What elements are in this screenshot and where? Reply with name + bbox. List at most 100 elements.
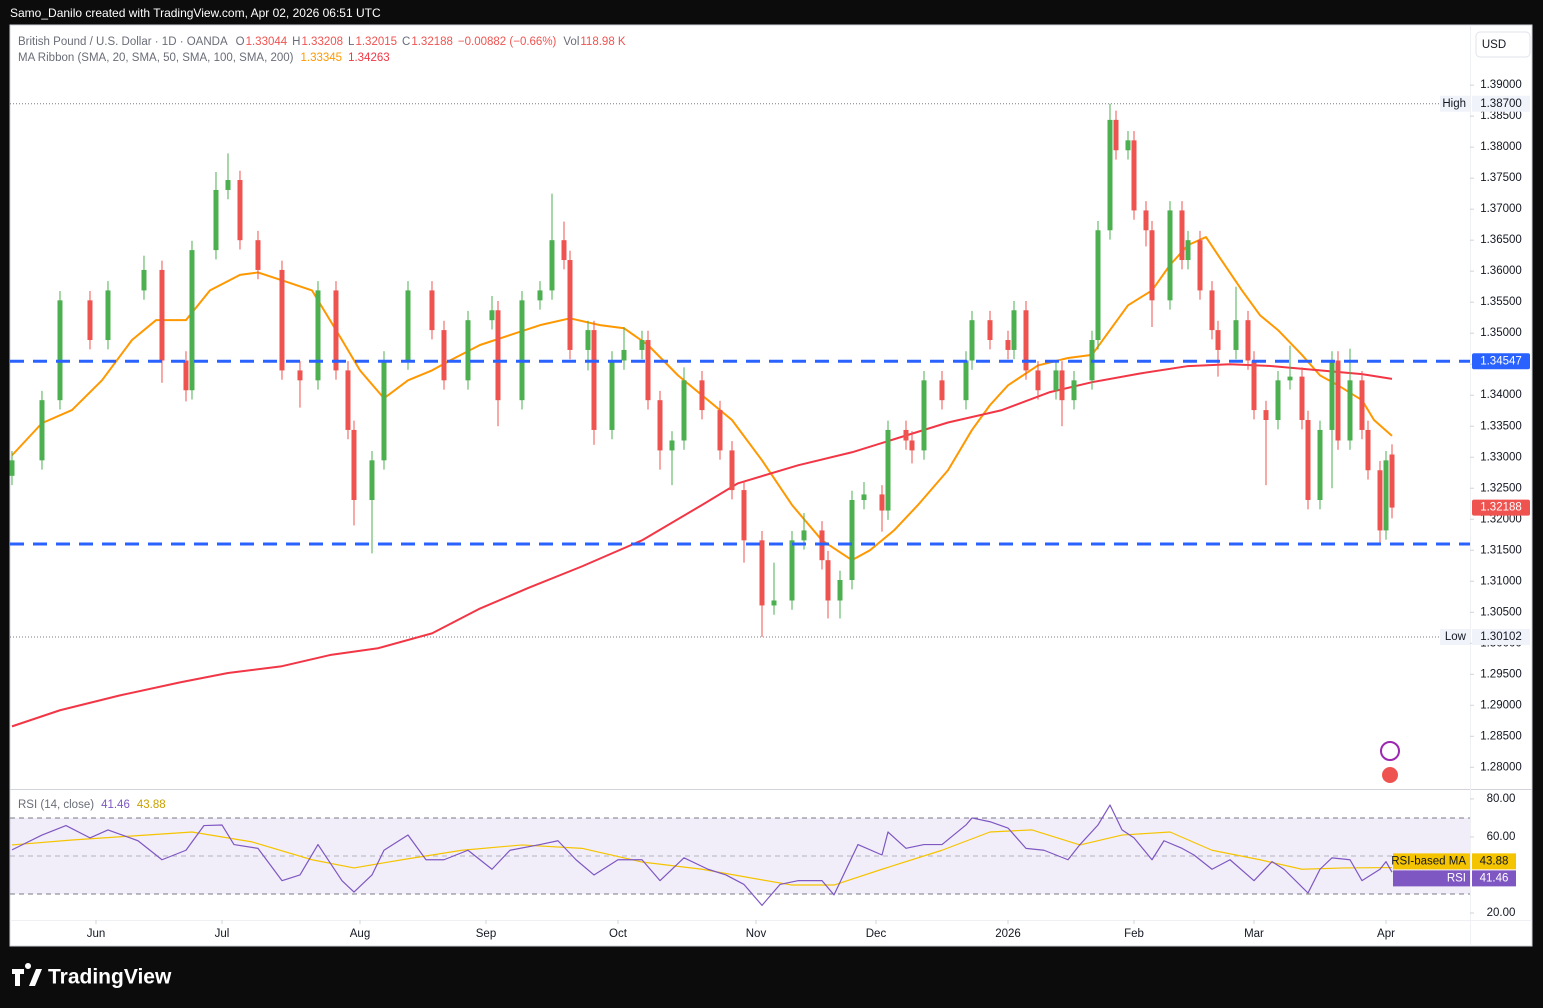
candle-body: [537, 290, 543, 301]
sma-line: [11, 363, 1393, 728]
candle-body: [1059, 370, 1065, 401]
candle-body: [429, 290, 435, 331]
candle-body: [1035, 370, 1041, 391]
candle-body: [1347, 380, 1353, 441]
candle-body: [1335, 360, 1341, 441]
candle-body: [1185, 240, 1191, 261]
y-tick-label: 1.35000: [1480, 327, 1522, 339]
y-tick-label: 1.36000: [1480, 265, 1522, 277]
candle-body: [441, 330, 447, 381]
candle-body: [315, 290, 321, 381]
candle-body: [9, 460, 15, 476]
candle-body: [879, 494, 885, 511]
x-tick-label: Apr: [1377, 928, 1395, 940]
ohlc-value: 1.32188: [411, 36, 453, 48]
currency-button[interactable]: [1475, 31, 1531, 58]
candle-body: [519, 300, 525, 401]
vol: 118.98 K: [580, 36, 626, 48]
y-tick-label: 1.37500: [1480, 172, 1522, 184]
high-value: 1.38700: [1480, 98, 1522, 110]
ohlc-label: H: [292, 36, 300, 48]
x-tick-label: Aug: [350, 928, 370, 940]
y-tick-label: 1.36500: [1480, 234, 1522, 246]
candle-body: [987, 320, 993, 341]
candle-body: [1389, 454, 1395, 508]
change: −0.00882 (−0.66%): [458, 36, 557, 48]
rsi-tick-label: 20.00: [1487, 907, 1516, 919]
currency[interactable]: USD: [1482, 39, 1506, 51]
rsi-value-badge: [1472, 853, 1516, 870]
candle-body: [849, 500, 855, 581]
candle-body: [963, 360, 969, 401]
candle-body: [1209, 290, 1215, 331]
candle-body: [279, 269, 285, 371]
y-tick-label: 1.33000: [1480, 451, 1522, 463]
candle-body: [1365, 429, 1371, 471]
rsi-name: RSI-based MA: [1391, 855, 1466, 867]
candle-body: [141, 269, 147, 291]
y-tick-label: 1.35500: [1480, 296, 1522, 308]
sma-line: [11, 236, 1393, 562]
candle-body: [837, 580, 843, 601]
candle-body: [699, 380, 705, 411]
ohlc-label: C: [402, 36, 410, 48]
high-label: High: [1442, 98, 1466, 110]
candle-body: [1179, 210, 1185, 261]
logo-mark: [12, 962, 42, 986]
candle-body: [885, 429, 891, 511]
x-tick-label: 2026: [995, 928, 1021, 940]
rsi-name: RSI: [1447, 872, 1466, 884]
candle-body: [1011, 310, 1017, 350]
last-price: 1.32188: [1480, 502, 1522, 514]
candle-body: [759, 540, 765, 606]
candle-body: [771, 600, 777, 606]
candle-body: [969, 320, 975, 361]
icons: [1380, 741, 1400, 783]
candle-body: [351, 429, 357, 501]
candle-body: [189, 250, 195, 391]
candle-body: [921, 380, 927, 451]
rsi-tick-label: 60.00: [1487, 831, 1516, 843]
candle-body: [87, 300, 93, 341]
overlay-value: 1.33345: [300, 52, 342, 64]
candle-body: [1023, 310, 1029, 371]
candle-body: [1125, 140, 1131, 151]
x-tick-label: Dec: [866, 928, 887, 940]
candle-body: [1095, 230, 1101, 341]
rsi-value: 43.88: [1480, 855, 1509, 867]
low-value: 1.30102: [1480, 631, 1522, 643]
alert-icon: [1380, 741, 1400, 761]
rsi-title: RSI (14, close): [18, 799, 94, 811]
y-tick-label: 1.37000: [1480, 203, 1522, 215]
rsi-name-badge: [1393, 870, 1470, 887]
candle-body: [1197, 240, 1203, 291]
x-tick-label: Feb: [1124, 928, 1144, 940]
vol-label: Vol: [563, 36, 579, 48]
rsi-legend-value: 43.88: [137, 799, 166, 811]
candle-body: [1245, 320, 1251, 361]
candle-body: [225, 180, 231, 190]
candle-body: [255, 240, 261, 270]
x-tick-label: Mar: [1244, 928, 1264, 940]
candle-body: [1359, 380, 1365, 430]
candle-body: [1131, 140, 1137, 211]
candle-body: [297, 370, 303, 381]
candle-body: [381, 360, 387, 461]
candle-body: [741, 490, 747, 541]
candle-body: [681, 380, 687, 441]
y-tick-label: 1.31000: [1480, 575, 1522, 587]
candle-body: [1167, 210, 1173, 301]
ohlc-value: 1.33208: [301, 36, 343, 48]
y-tick-label: 1.29000: [1480, 699, 1522, 711]
candle-body: [1377, 470, 1383, 531]
candle-body: [669, 440, 675, 451]
candle-body: [903, 429, 909, 441]
candle-body: [489, 310, 495, 321]
rsi-value: 41.46: [1480, 872, 1509, 884]
candle-body: [1143, 210, 1149, 231]
candle-body: [729, 450, 735, 491]
candle-body: [789, 540, 795, 601]
candle-body: [345, 370, 351, 430]
symbol: British Pound / U.S. Dollar · 1D · OANDA: [18, 36, 228, 48]
